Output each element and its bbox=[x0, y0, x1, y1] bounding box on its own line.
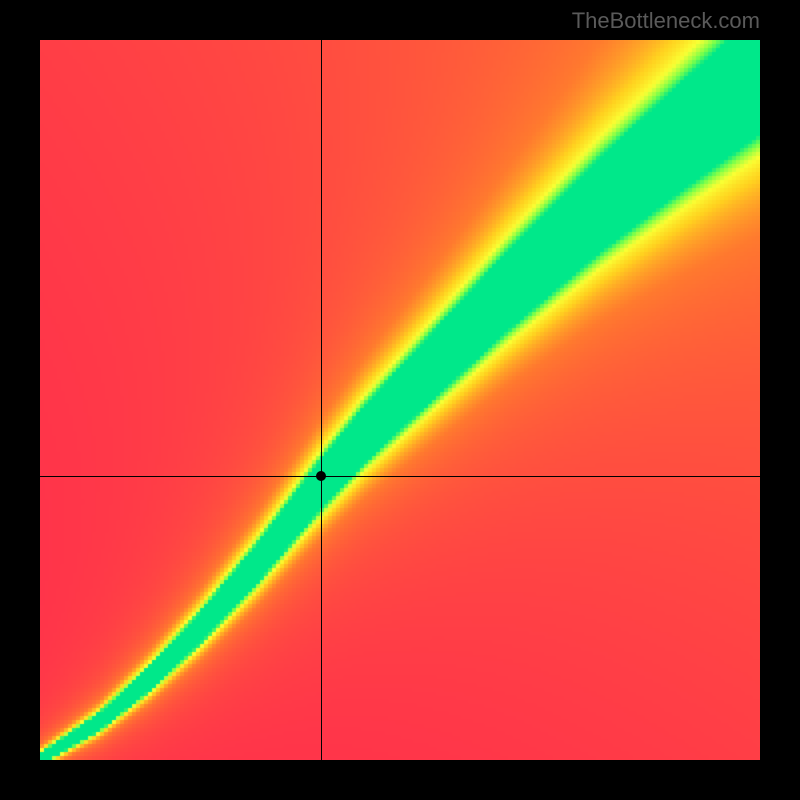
bottleneck-heatmap bbox=[40, 40, 760, 760]
watermark-text: TheBottleneck.com bbox=[572, 8, 760, 34]
heatmap-canvas bbox=[40, 40, 760, 760]
